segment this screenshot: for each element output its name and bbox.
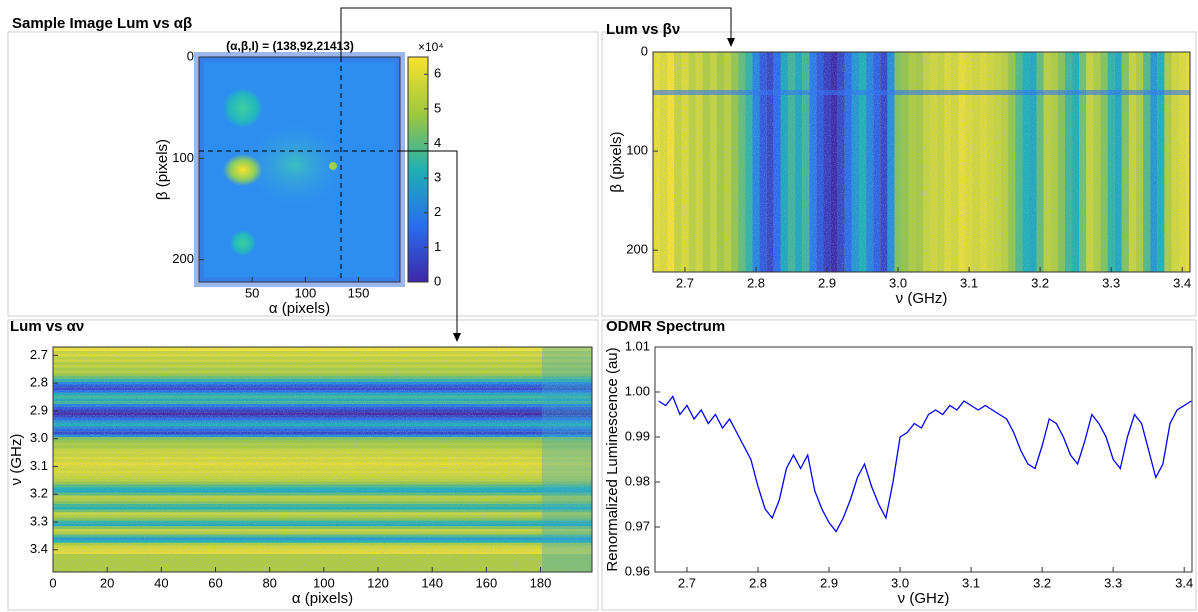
y-tick-label: 2.9: [30, 402, 48, 417]
x-tick-label: 2.8: [747, 275, 765, 290]
panel: [601, 319, 1197, 611]
x-tick-label: 3.2: [1033, 575, 1051, 590]
x-tick-label: 100: [294, 285, 316, 300]
y-tick-label: 0: [641, 43, 648, 58]
x-tick-label: 3.4: [1173, 275, 1191, 290]
image-blob: [240, 120, 350, 210]
image-spot: [230, 230, 256, 256]
y-tick-label: 100: [626, 143, 648, 158]
overlay: [199, 7, 735, 342]
colorbar-tick-label: 2: [434, 204, 441, 219]
y-tick-label: 1.01: [625, 338, 650, 353]
x-tick-label: 120: [367, 575, 389, 590]
panel: [7, 31, 599, 317]
y-axis-label: ν (GHz): [8, 434, 25, 486]
y-tick-label: 3.2: [30, 486, 48, 501]
colorbar-tick-label: 1: [434, 239, 441, 254]
x-axis-label: ν (GHz): [896, 290, 948, 307]
colorbar-tick-label: 0: [434, 273, 441, 288]
x-tick-label: 150: [348, 285, 370, 300]
x-tick-label: 3.3: [1104, 575, 1122, 590]
colorbar: [407, 56, 429, 283]
image-spot: [223, 154, 263, 186]
image-spot: [329, 162, 337, 170]
noise-overlay: [653, 52, 1190, 272]
axes-frame: [52, 346, 593, 573]
sample-image: [194, 52, 429, 287]
x-axis-label: ν (GHz): [898, 590, 950, 607]
colorbar-tick-label: 3: [434, 170, 441, 185]
x-tick-label: 100: [313, 575, 335, 590]
cursor-readout: (α,β,I) = (138,92,21413): [226, 39, 354, 53]
y-axis-label: Renormalized Luminescence (au): [604, 347, 621, 571]
panel: [601, 31, 1197, 317]
x-axis-label: α (pixels): [269, 300, 330, 317]
x-tick-label: 20: [100, 575, 114, 590]
y-tick-label: 0: [187, 48, 194, 63]
panel-title: Lum vs αν: [10, 318, 84, 335]
y-tick-label: 2.7: [30, 347, 48, 362]
x-tick-label: 50: [245, 285, 259, 300]
x-tick-label: 3.0: [891, 575, 909, 590]
colorbar-tick-label: 6: [434, 66, 441, 81]
x-tick-label: 3.1: [960, 275, 978, 290]
y-tick-label: 0.97: [625, 518, 650, 533]
noise-overlay: [53, 347, 592, 572]
y-tick-label: 3.0: [30, 430, 48, 445]
connector-arrow: [340, 7, 735, 57]
x-tick-label: 2.9: [820, 575, 838, 590]
axes-frame: [198, 56, 401, 283]
x-axis-label: α (pixels): [292, 590, 353, 607]
panel-title: ODMR Spectrum: [606, 318, 725, 335]
y-tick-label: 0.98: [625, 473, 650, 488]
x-tick-label: 80: [262, 575, 276, 590]
x-tick-label: 3.1: [962, 575, 980, 590]
colorbar-tick-label: 4: [434, 135, 441, 150]
y-tick-label: 100: [172, 150, 194, 165]
connector-arrow: [400, 150, 461, 342]
x-tick-label: 140: [421, 575, 443, 590]
y-tick-label: 200: [626, 242, 648, 257]
x-tick-label: 3.0: [889, 275, 907, 290]
x-tick-label: 2.9: [818, 275, 836, 290]
y-tick-label: 200: [172, 251, 194, 266]
x-tick-label: 180: [530, 575, 552, 590]
image-spot: [223, 88, 263, 128]
panel: [7, 319, 599, 611]
x-tick-label: 3.3: [1102, 275, 1120, 290]
x-tick-label: 160: [476, 575, 498, 590]
x-tick-label: 2.8: [749, 575, 767, 590]
axes-frame: [654, 346, 1193, 573]
x-tick-label: 3.2: [1031, 275, 1049, 290]
x-tick-label: 3.4: [1175, 575, 1193, 590]
x-tick-label: 2.7: [678, 575, 696, 590]
panel-title: Sample Image Lum vs αβ: [12, 15, 192, 32]
spectrum-line: [658, 395, 1192, 533]
panel-title: Lum vs βν: [606, 21, 680, 38]
x-tick-label: 60: [208, 575, 222, 590]
y-tick-label: 0.99: [625, 428, 650, 443]
y-tick-label: 3.1: [30, 458, 48, 473]
y-tick-label: 2.8: [30, 375, 48, 390]
y-tick-label: 1.00: [625, 383, 650, 398]
y-tick-label: 3.4: [30, 541, 48, 556]
colorbar-multiplier: ×10⁴: [418, 40, 444, 54]
x-tick-label: 0: [49, 575, 56, 590]
x-tick-label: 2.7: [676, 275, 694, 290]
axes-frame: [652, 51, 1191, 273]
y-tick-label: 0.96: [625, 563, 650, 578]
colorbar-tick-label: 5: [434, 100, 441, 115]
panel-frames: [7, 31, 1197, 611]
y-tick-label: 3.3: [30, 513, 48, 528]
x-tick-label: 40: [154, 575, 168, 590]
y-axis-label: β (pixels): [154, 139, 171, 200]
y-axis-label: β (pixels): [608, 131, 625, 192]
